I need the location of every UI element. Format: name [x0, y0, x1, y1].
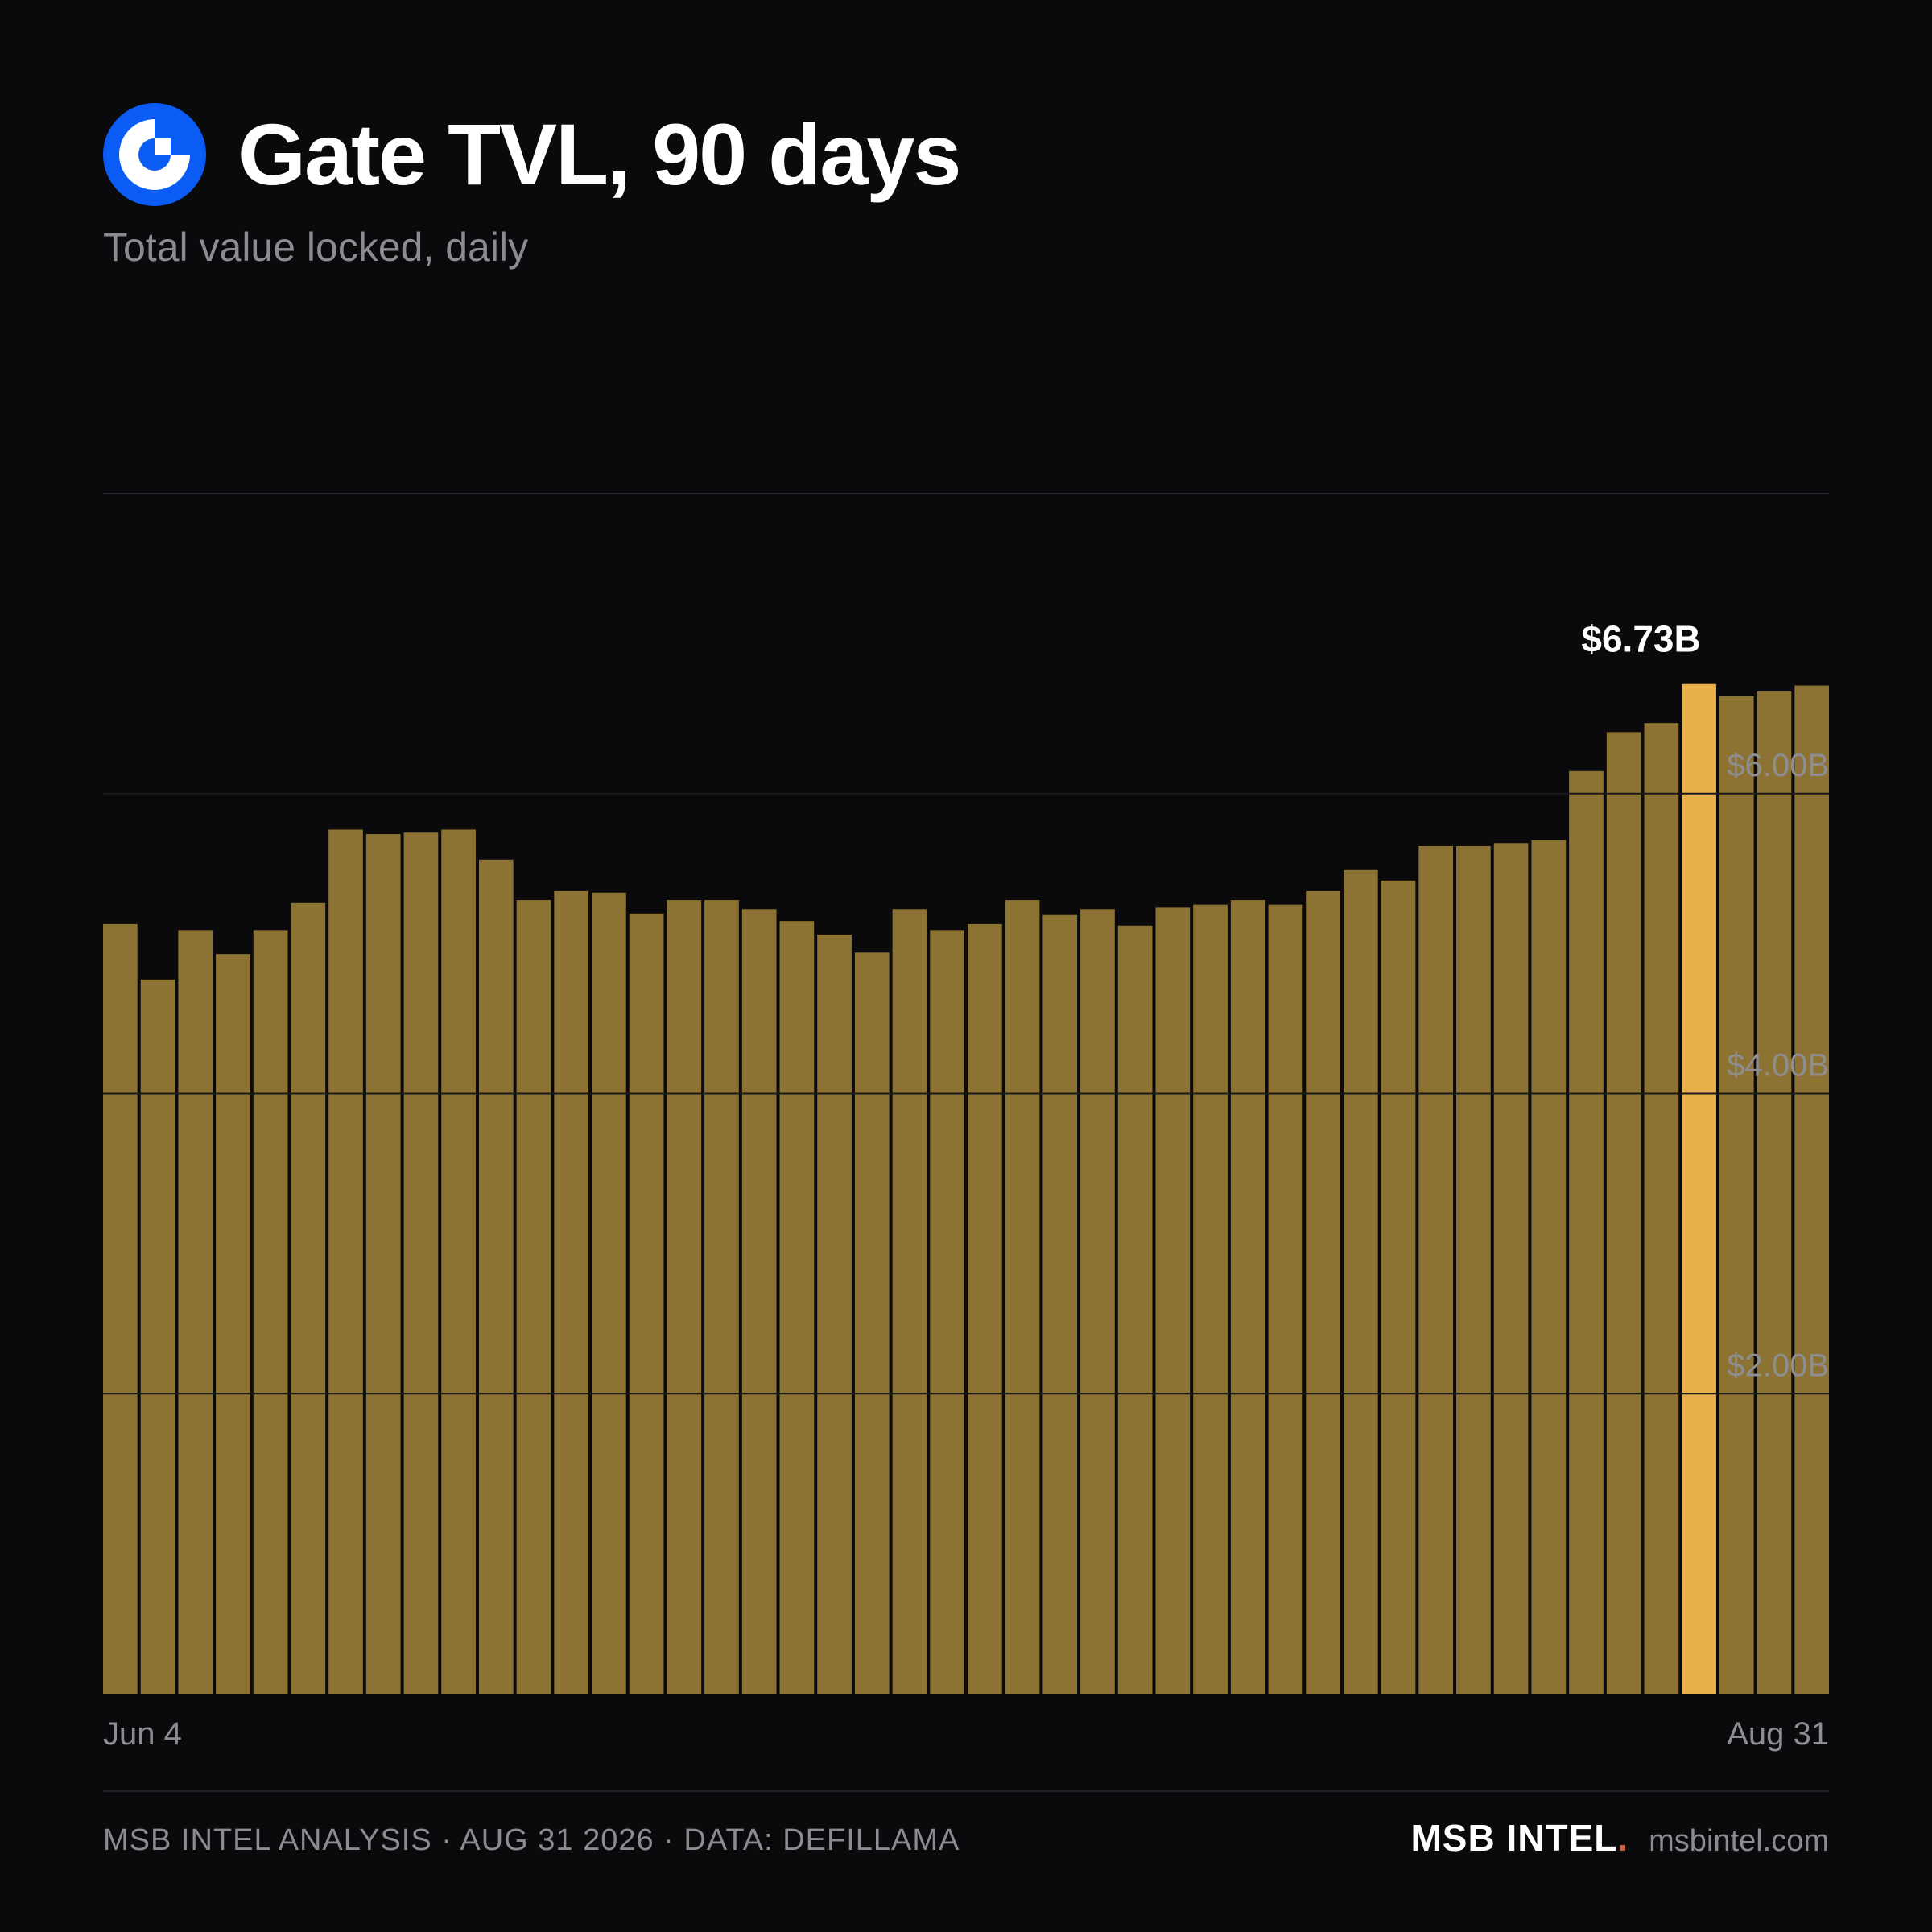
bar: [1418, 845, 1454, 1694]
bar: [1042, 914, 1078, 1694]
bar: [592, 892, 626, 1694]
bar: [1268, 904, 1303, 1694]
x-axis-start-label: Jun 4: [103, 1716, 182, 1752]
bar: [1757, 691, 1792, 1694]
bar: [968, 923, 1002, 1694]
bar: [441, 829, 476, 1694]
bar: [1644, 723, 1679, 1694]
bar: [1531, 840, 1567, 1694]
bar: [554, 890, 589, 1694]
bar: [1193, 904, 1228, 1694]
bar: [741, 909, 777, 1694]
bar: [478, 859, 514, 1694]
bar: [365, 834, 401, 1694]
x-axis-end-label: Aug 31: [1727, 1716, 1829, 1752]
footer-credit: MSB INTEL ANALYSIS · AUG 31 2026 · DATA:…: [103, 1823, 960, 1857]
bar: [1381, 880, 1416, 1694]
bar: [103, 923, 138, 1694]
bar: [892, 909, 927, 1694]
bar: [516, 900, 551, 1694]
bar: [1306, 890, 1340, 1694]
bar: [291, 902, 326, 1694]
bar: [930, 930, 964, 1694]
bar: [1493, 843, 1529, 1694]
bar: [1155, 907, 1191, 1694]
bar: [779, 921, 815, 1694]
footer-divider: [103, 1790, 1829, 1792]
bar: [1606, 732, 1641, 1694]
bar: [328, 829, 363, 1694]
gate-logo-icon: [103, 103, 206, 206]
brand-name: MSB INTEL: [1410, 1817, 1618, 1859]
brand-dot: .: [1617, 1817, 1629, 1859]
bar: [253, 930, 288, 1694]
bar: [817, 934, 852, 1694]
bar: [1719, 696, 1754, 1694]
bar: [629, 913, 664, 1694]
page-title: Gate TVL, 90 days: [238, 105, 961, 203]
bar: [1794, 685, 1829, 1694]
bar: [403, 832, 439, 1694]
highlight-bar: [1682, 683, 1716, 1695]
bar: [216, 954, 250, 1694]
page-subtitle: Total value locked, daily: [103, 225, 529, 270]
highlight-value-label: $6.73B: [1581, 618, 1700, 660]
footer-brand: MSB INTEL . msbintel.com: [1410, 1816, 1829, 1860]
bar: [1230, 900, 1265, 1694]
bar: [1117, 925, 1153, 1694]
bar: [704, 900, 739, 1694]
bar: [140, 979, 175, 1694]
bar: [1456, 845, 1491, 1694]
bar: [1005, 900, 1040, 1694]
bar: [1080, 909, 1115, 1694]
bar: [1569, 770, 1604, 1694]
bar: [854, 952, 890, 1694]
y-tick-label: $4.00B: [1727, 1048, 1829, 1084]
y-tick-label: $2.00B: [1727, 1348, 1829, 1383]
bar: [667, 900, 702, 1694]
y-tick-label: $6.00B: [1727, 748, 1829, 783]
bar: [178, 930, 213, 1694]
site-link[interactable]: msbintel.com: [1649, 1824, 1829, 1858]
header: Gate TVL, 90 days: [103, 103, 961, 206]
bar: [1343, 869, 1378, 1694]
